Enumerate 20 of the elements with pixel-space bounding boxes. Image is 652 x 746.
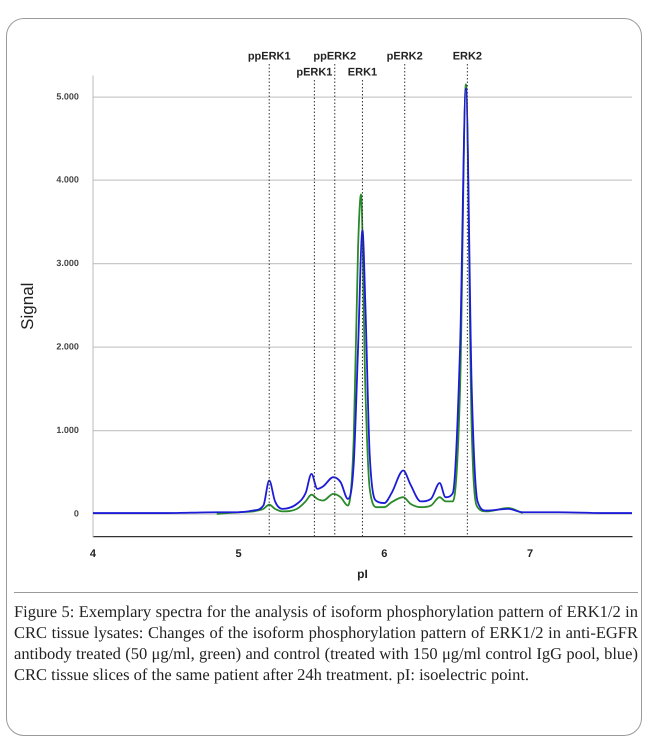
y-axis-title: Signal xyxy=(18,282,37,330)
y-tick-label: 1.000 xyxy=(56,424,79,435)
y-tick-label: 5.000 xyxy=(56,91,79,102)
ref-line-label: pERK2 xyxy=(386,50,423,63)
ref-line-label: ppERK1 xyxy=(248,50,291,63)
x-tick-label: 7 xyxy=(526,548,534,560)
x-tick-label: 4 xyxy=(90,548,97,560)
y-tick-label: 0 xyxy=(74,508,79,518)
y-tick-label: 4.000 xyxy=(56,174,79,185)
y-tick-label: 2.000 xyxy=(56,342,79,352)
ref-line-label: ppERK2 xyxy=(313,50,356,63)
line-series xyxy=(92,88,632,514)
x-tick-label: 5 xyxy=(236,548,242,560)
ref-line-label: ERK2 xyxy=(452,50,482,63)
ref-line-label: ERK1 xyxy=(348,66,378,79)
caption: Figure 5: Exemplary spectra for the analysis of isoform phosphorylation pattern of ERK1/2 in CRC tissue lysates: Changes of the isoform phosphorylation pattern of ERK1/2 in anti-EGFR antibody treated (50 μg/ml, green) and control (treated with 150 μg/ml control IgG pool, blue) CRC tissue slices of the same patient after 24h treatment. pI: isoelectric point. xyxy=(14,592,638,685)
ref-line-label: pERK1 xyxy=(296,66,332,79)
x-tick-label: 6 xyxy=(381,548,388,560)
x-axis-title: pI xyxy=(357,567,368,582)
y-tick-label: 3.000 xyxy=(56,258,79,268)
